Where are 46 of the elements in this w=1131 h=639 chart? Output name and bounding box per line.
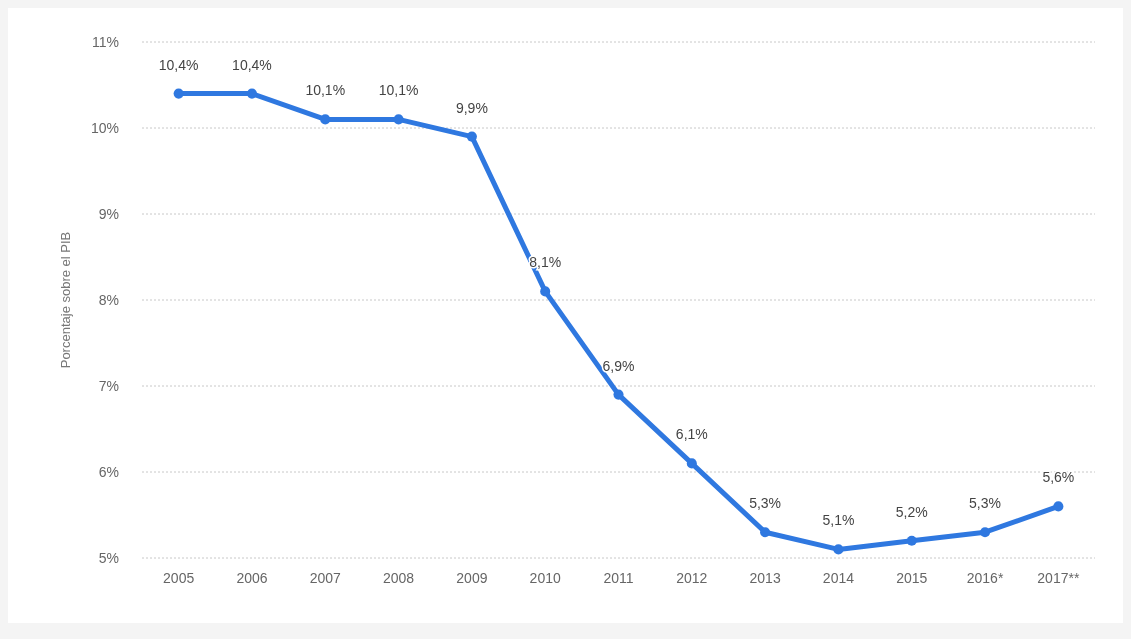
x-tick-label: 2008 (383, 569, 415, 586)
x-tick-label: 2013 (749, 569, 781, 586)
point (246, 88, 258, 99)
x-tick-label: 2007 (309, 569, 342, 586)
y-tick-label: 11% (92, 33, 119, 50)
data-label: 10,4% (232, 56, 272, 73)
x-tick-label: 2015 (896, 569, 928, 586)
data-label: 5,3% (749, 495, 782, 512)
point (613, 389, 624, 400)
x-tick-label: 2006 (236, 569, 268, 586)
point (833, 544, 844, 555)
data-label: 6,1% (675, 426, 708, 443)
point (540, 286, 551, 297)
x-tick-label: 2005 (163, 569, 195, 586)
data-label: 5,3% (969, 495, 1001, 512)
x-tick-label: 2009 (456, 569, 488, 586)
y-tick-label: 6% (98, 463, 119, 480)
data-label: 10,4% (158, 56, 199, 73)
point (1053, 501, 1064, 512)
data-label: 10,1% (378, 82, 419, 99)
x-tick-label: 2012 (676, 569, 708, 586)
x-tick-label: 2016* (966, 569, 1004, 586)
point (466, 131, 477, 142)
y-tick-label: 8% (98, 291, 119, 308)
point (320, 114, 331, 125)
y-tick-label: 9% (98, 205, 119, 222)
data-label: 6,9% (602, 357, 635, 374)
point (979, 527, 991, 538)
x-tick-label: 2010 (529, 569, 561, 586)
point (906, 535, 917, 546)
x-tick-label: 2011 (603, 569, 634, 586)
point (686, 458, 697, 469)
x-tick-label: 2014 (822, 569, 855, 586)
data-label: 5,2% (895, 503, 928, 520)
data-label: 5,6% (1042, 469, 1075, 486)
point (173, 88, 184, 99)
data-label: 10,1% (305, 82, 346, 99)
x-tick-label: 2017** (1037, 569, 1080, 586)
y-axis-title: Porcentaje sobre el PIB (58, 231, 73, 369)
y-tick-label: 10% (90, 119, 119, 136)
data-label: 5,1% (822, 512, 855, 529)
y-tick-label: 7% (98, 377, 119, 394)
data-label: 9,9% (455, 99, 488, 116)
point (393, 114, 404, 125)
point (760, 527, 771, 538)
y-tick-label: 5% (98, 549, 119, 566)
